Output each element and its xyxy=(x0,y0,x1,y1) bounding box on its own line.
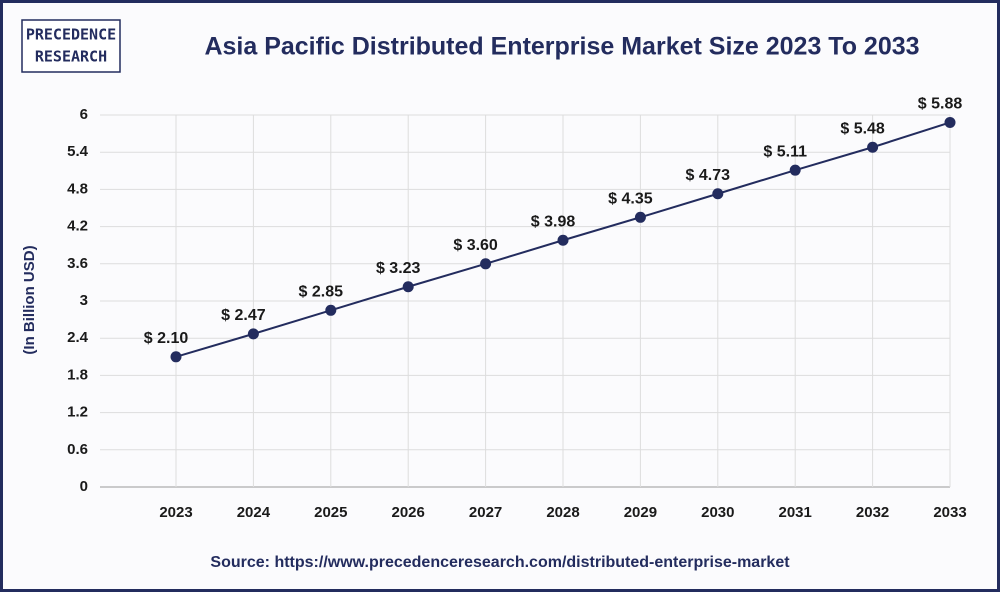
point xyxy=(634,211,646,223)
value-label: $ 2.85 xyxy=(299,284,344,301)
point xyxy=(247,328,259,340)
value-label: $ 2.47 xyxy=(221,307,266,324)
value-label: $ 3.60 xyxy=(453,237,498,254)
point xyxy=(944,116,956,128)
y-tick-label: 1.8 xyxy=(67,366,88,383)
point xyxy=(712,188,724,200)
source: Source: https://www.precedenceresearch.c… xyxy=(210,554,790,571)
y-tick-label: 2.4 xyxy=(67,329,89,346)
x-tick-label: 2028 xyxy=(546,504,579,521)
point xyxy=(789,164,801,176)
value-label: $ 4.73 xyxy=(686,167,731,184)
x-tick-label: 2029 xyxy=(624,504,657,521)
y-tick-label: 3 xyxy=(80,292,88,309)
logo-text: RESEARCH xyxy=(35,48,107,66)
y-tick-label: 0 xyxy=(80,478,88,495)
x-tick-label: 2032 xyxy=(856,504,889,521)
x-tick-label: 2027 xyxy=(469,504,502,521)
x-tick-label: 2025 xyxy=(314,504,347,521)
x-tick-label: 2026 xyxy=(392,504,425,521)
point xyxy=(402,281,414,293)
y-tick-label: 0.6 xyxy=(67,441,88,458)
point xyxy=(557,234,569,246)
point xyxy=(170,351,182,363)
value-label: $ 5.88 xyxy=(918,96,963,113)
value-label: $ 5.48 xyxy=(840,120,885,137)
x-tick-label: 2033 xyxy=(933,504,966,521)
value-label: $ 2.10 xyxy=(144,330,189,347)
x-tick-label: 2024 xyxy=(237,504,271,521)
point xyxy=(480,258,492,270)
value-label: $ 4.35 xyxy=(608,191,653,208)
value-label: $ 5.11 xyxy=(763,143,807,160)
x-tick-label: 2023 xyxy=(159,504,192,521)
logo-text: PRECEDENCE xyxy=(26,26,116,44)
x-tick-label: 2031 xyxy=(779,504,812,521)
y-tick-label: 1.2 xyxy=(67,404,88,421)
value-label: $ 3.23 xyxy=(376,260,421,277)
point xyxy=(325,304,337,316)
y-tick-label: 6 xyxy=(80,106,88,123)
chart-title: Asia Pacific Distributed Enterprise Mark… xyxy=(204,33,919,61)
y-tick-label: 4.2 xyxy=(67,218,88,235)
y-tick-label: 3.6 xyxy=(67,255,88,272)
x-tick-label: 2030 xyxy=(701,504,734,521)
y-tick-label: 5.4 xyxy=(67,143,89,160)
y-axis-label: (In Billion USD) xyxy=(21,245,38,354)
logo-box xyxy=(21,19,121,73)
y-tick-label: 4.8 xyxy=(67,180,88,197)
point xyxy=(867,141,879,153)
value-label: $ 3.98 xyxy=(531,213,576,230)
